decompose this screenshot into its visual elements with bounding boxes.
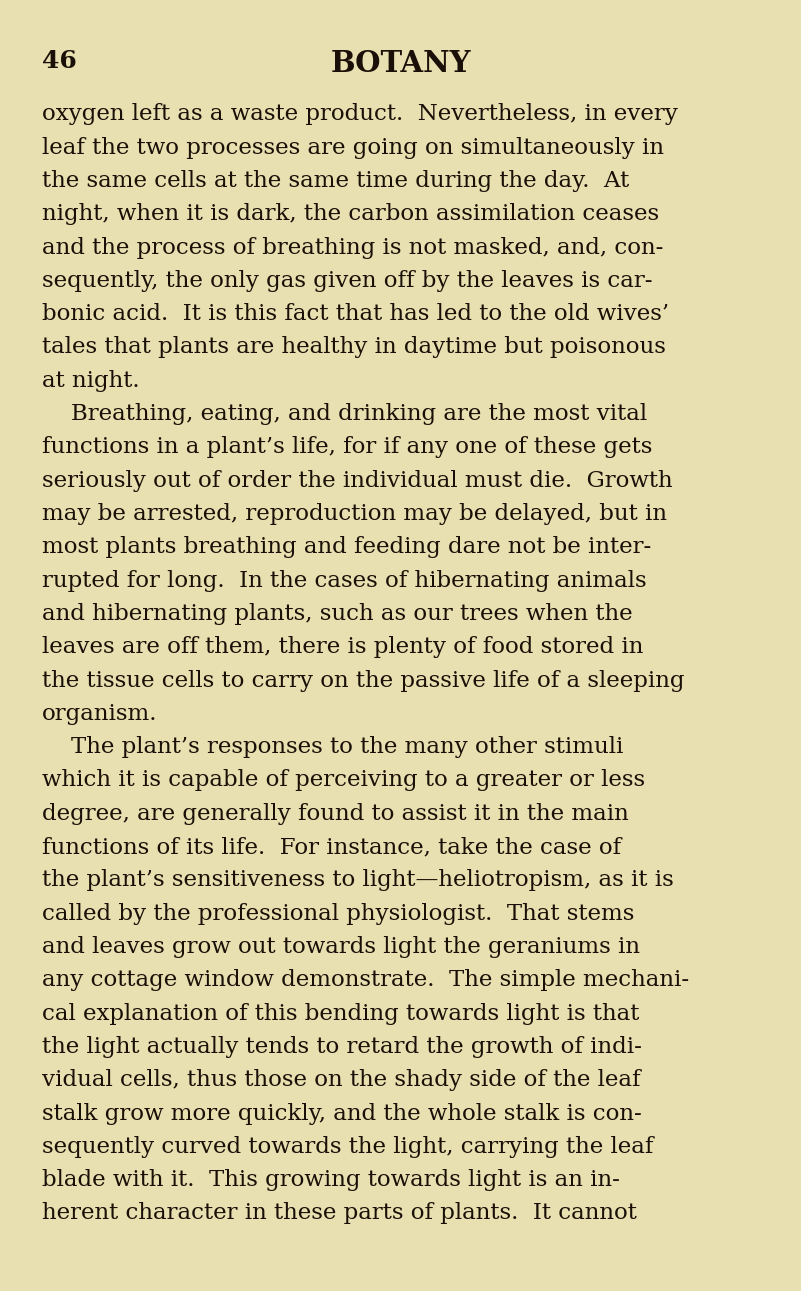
Text: the same cells at the same time during the day.  At: the same cells at the same time during t… xyxy=(42,170,629,192)
Text: seriously out of order the individual must die.  Growth: seriously out of order the individual mu… xyxy=(42,470,672,492)
Text: tales that plants are healthy in daytime but poisonous: tales that plants are healthy in daytime… xyxy=(42,337,666,359)
Text: oxygen left as a waste product.  Nevertheless, in every: oxygen left as a waste product. Neverthe… xyxy=(42,103,678,125)
Text: vidual cells, thus those on the shady side of the leaf: vidual cells, thus those on the shady si… xyxy=(42,1069,640,1091)
Text: and the process of breathing is not masked, and, con-: and the process of breathing is not mask… xyxy=(42,236,663,258)
Text: most plants breathing and feeding dare not be inter-: most plants breathing and feeding dare n… xyxy=(42,536,651,558)
Text: Breathing, eating, and drinking are the most vital: Breathing, eating, and drinking are the … xyxy=(42,403,646,425)
Text: which it is capable of perceiving to a greater or less: which it is capable of perceiving to a g… xyxy=(42,769,645,791)
Text: cal explanation of this bending towards light is that: cal explanation of this bending towards … xyxy=(42,1003,639,1025)
Text: BOTANY: BOTANY xyxy=(330,49,471,77)
Text: the plant’s sensitiveness to light—heliotropism, as it is: the plant’s sensitiveness to light—helio… xyxy=(42,869,674,891)
Text: the tissue cells to carry on the passive life of a sleeping: the tissue cells to carry on the passive… xyxy=(42,670,684,692)
Text: and hibernating plants, such as our trees when the: and hibernating plants, such as our tree… xyxy=(42,603,632,625)
Text: sequently curved towards the light, carrying the leaf: sequently curved towards the light, carr… xyxy=(42,1136,653,1158)
Text: the light actually tends to retard the growth of indi-: the light actually tends to retard the g… xyxy=(42,1035,642,1057)
Text: leaves are off them, there is plenty of food stored in: leaves are off them, there is plenty of … xyxy=(42,636,643,658)
Text: functions in a plant’s life, for if any one of these gets: functions in a plant’s life, for if any … xyxy=(42,436,652,458)
Text: blade with it.  This growing towards light is an in-: blade with it. This growing towards ligh… xyxy=(42,1170,619,1192)
Text: called by the professional physiologist.  That stems: called by the professional physiologist.… xyxy=(42,902,634,924)
Text: degree, are generally found to assist it in the main: degree, are generally found to assist it… xyxy=(42,803,629,825)
Text: stalk grow more quickly, and the whole stalk is con-: stalk grow more quickly, and the whole s… xyxy=(42,1103,642,1124)
Text: functions of its life.  For instance, take the case of: functions of its life. For instance, tak… xyxy=(42,837,621,859)
Text: The plant’s responses to the many other stimuli: The plant’s responses to the many other … xyxy=(42,736,623,758)
Text: bonic acid.  It is this fact that has led to the old wives’: bonic acid. It is this fact that has led… xyxy=(42,303,669,325)
Text: rupted for long.  In the cases of hibernating animals: rupted for long. In the cases of hiberna… xyxy=(42,569,646,591)
Text: night, when it is dark, the carbon assimilation ceases: night, when it is dark, the carbon assim… xyxy=(42,203,658,225)
Text: leaf the two processes are going on simultaneously in: leaf the two processes are going on simu… xyxy=(42,137,664,159)
Text: organism.: organism. xyxy=(42,702,157,724)
Text: 46: 46 xyxy=(42,49,76,74)
Text: herent character in these parts of plants.  It cannot: herent character in these parts of plant… xyxy=(42,1202,637,1224)
Text: at night.: at night. xyxy=(42,369,139,391)
Text: sequently, the only gas given off by the leaves is car-: sequently, the only gas given off by the… xyxy=(42,270,652,292)
Text: may be arrested, reproduction may be delayed, but in: may be arrested, reproduction may be del… xyxy=(42,503,666,525)
Text: any cottage window demonstrate.  The simple mechani-: any cottage window demonstrate. The simp… xyxy=(42,970,689,991)
Text: and leaves grow out towards light the geraniums in: and leaves grow out towards light the ge… xyxy=(42,936,640,958)
